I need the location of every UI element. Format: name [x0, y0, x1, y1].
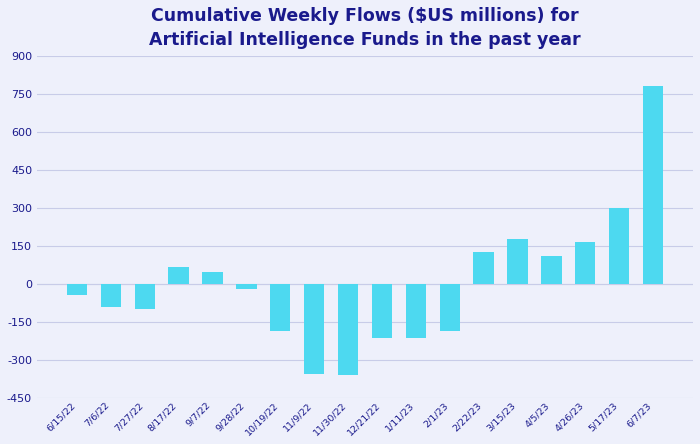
Bar [508, 239, 528, 284]
Bar [270, 284, 290, 331]
Bar [236, 284, 256, 289]
Title: Cumulative Weekly Flows ($US millions) for
Artificial Intelligence Funds in the : Cumulative Weekly Flows ($US millions) f… [149, 7, 581, 48]
Bar [440, 284, 460, 331]
Bar [406, 284, 426, 338]
Bar [169, 267, 189, 284]
Bar [575, 242, 596, 284]
Bar [372, 284, 392, 338]
Bar [473, 252, 494, 284]
Bar [66, 284, 87, 295]
Bar [304, 284, 324, 374]
Bar [134, 284, 155, 309]
Bar [541, 256, 561, 284]
Bar [202, 272, 223, 284]
Bar [609, 208, 629, 284]
Bar [338, 284, 358, 375]
Bar [101, 284, 121, 306]
Bar [643, 86, 663, 284]
